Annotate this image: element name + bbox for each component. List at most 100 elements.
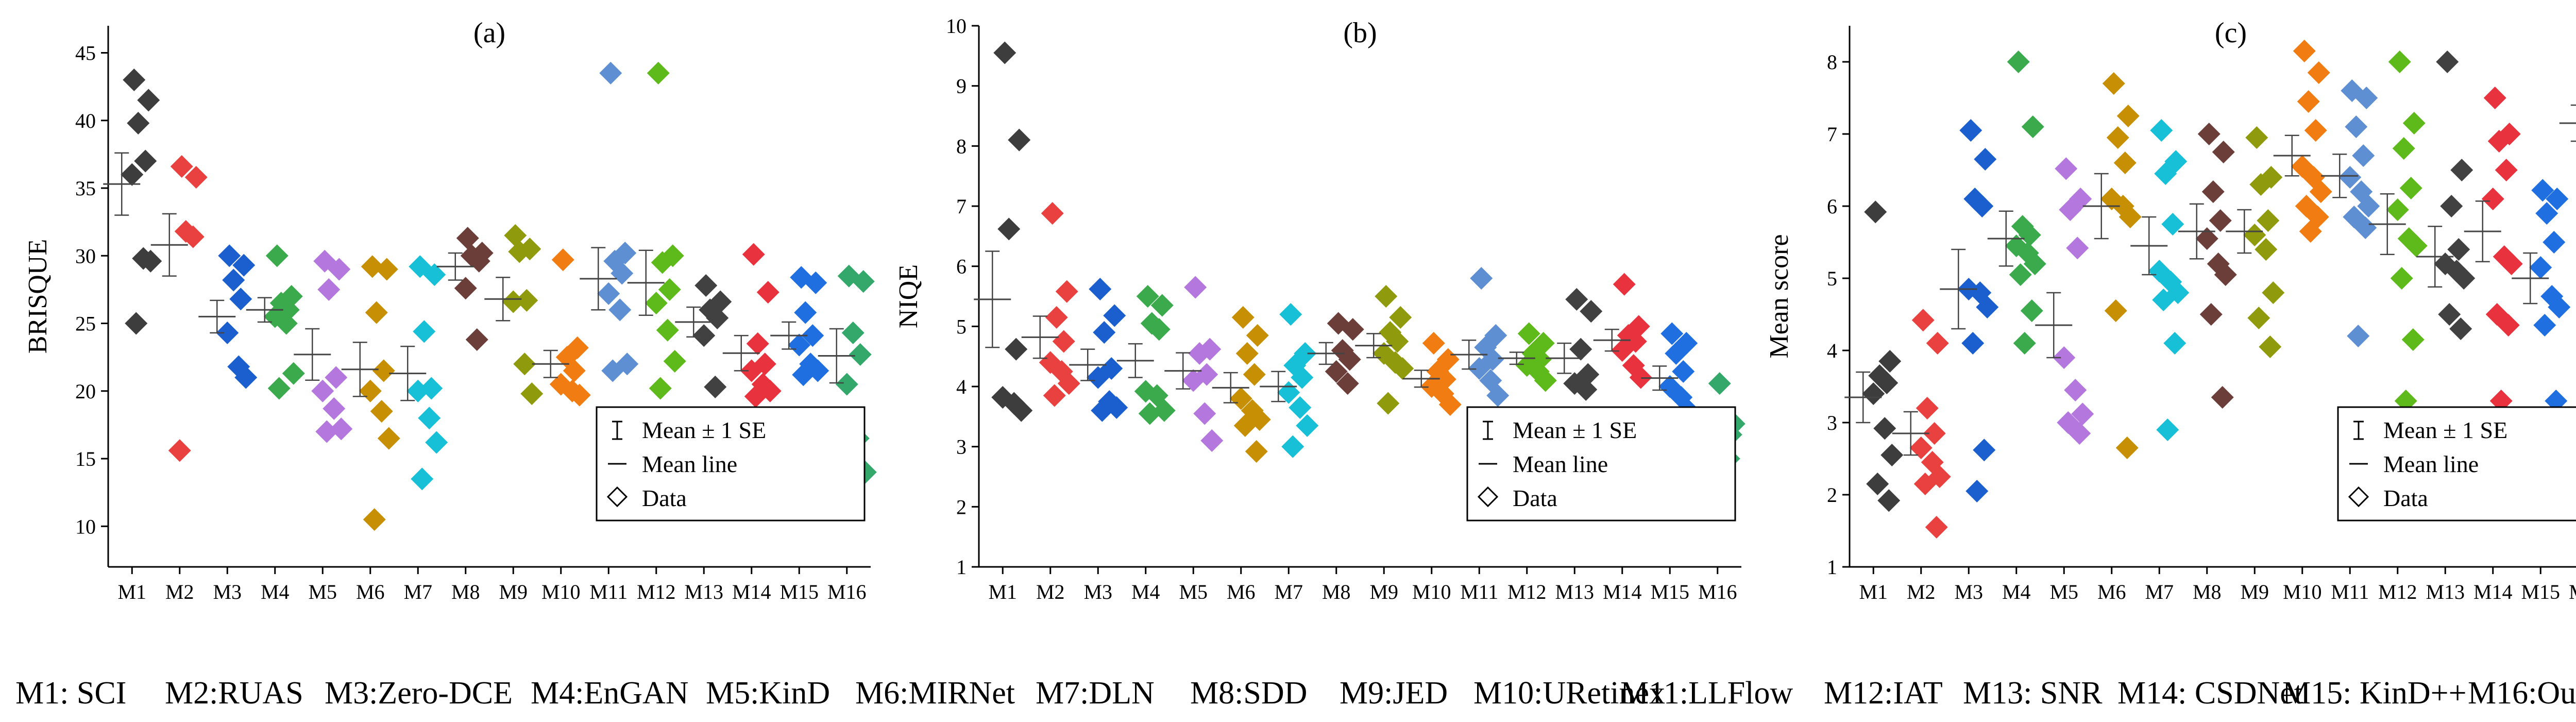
series-m1 [103, 69, 162, 335]
footer-label-m2: M2:RUAS [165, 676, 303, 711]
data-point [1470, 267, 1493, 290]
data-point [2243, 224, 2266, 246]
data-point [1041, 202, 1064, 225]
data-point [234, 366, 258, 389]
data-point [1279, 303, 1302, 326]
data-point [2257, 209, 2280, 232]
data-point [315, 420, 338, 443]
data-point [746, 332, 769, 355]
data-point [267, 377, 291, 400]
series-m11 [2321, 79, 2380, 347]
legend-data-icon [1477, 486, 1499, 508]
data-point [2495, 159, 2518, 181]
data-point [2399, 177, 2422, 199]
legend: Mean ± 1 SE Mean line Data [2337, 406, 2576, 522]
x-tick-label: M2 [1907, 580, 1936, 603]
y-tick-label: 2 [956, 495, 967, 518]
data-point [1055, 280, 1078, 303]
data-point [139, 249, 162, 273]
data-point [1386, 330, 1409, 353]
data-point [2020, 299, 2043, 322]
x-tick-label: M7 [1274, 580, 1303, 603]
data-point [515, 289, 538, 312]
x-tick-label: M8 [2193, 580, 2222, 603]
data-point [2352, 144, 2375, 167]
data-point [792, 363, 815, 387]
data-point [137, 89, 160, 112]
y-tick-label: 6 [956, 255, 967, 278]
footer-label-m4: M4:EnGAN [531, 676, 689, 711]
x-tick-label: M3 [1083, 580, 1112, 603]
data-point [1296, 414, 1319, 437]
x-tick-label: M16 [827, 580, 867, 603]
data-point [1665, 342, 1688, 365]
x-tick-label: M6 [2097, 580, 2126, 603]
x-tick-label: M12 [637, 580, 676, 603]
x-tick-label: M3 [1954, 580, 1983, 603]
data-point [2357, 195, 2380, 217]
legend: Mean ± 1 SE Mean line Data [596, 406, 866, 522]
data-point [651, 251, 674, 274]
data-point [2102, 72, 2125, 95]
series-m7 [1260, 303, 1319, 458]
series-m4 [246, 244, 305, 400]
data-point [1235, 342, 1259, 365]
data-point [1974, 148, 1997, 171]
x-tick-label: M15 [1650, 580, 1689, 603]
data-point [1565, 288, 1588, 311]
x-tick-label: M11 [1460, 580, 1498, 603]
data-point [170, 155, 193, 178]
legend-label: Data [1513, 485, 1557, 511]
data-point [993, 41, 1016, 64]
method-legend-footer: M1: SCI M2:RUAS M3:Zero-DCE M4:EnGAN M5:… [0, 670, 2576, 716]
series-m5 [294, 249, 353, 443]
data-point [1341, 318, 1364, 341]
x-tick-label: M10 [541, 580, 581, 603]
data-point [2113, 152, 2137, 174]
legend-box [1466, 406, 1736, 522]
y-tick-label: 5 [956, 315, 967, 338]
data-point [1188, 342, 1211, 365]
x-tick-label: M11 [2331, 580, 2369, 603]
data-point [2481, 188, 2504, 210]
footer-label-m10: M10:URetinex [1473, 676, 1665, 711]
footer-label-m5: M5:KinD [706, 676, 831, 711]
data-point [361, 255, 384, 278]
data-point [1325, 360, 1348, 383]
data-point [413, 320, 436, 343]
data-point [1708, 372, 1731, 395]
data-point [2156, 418, 2179, 441]
x-tick-label: M5 [1179, 580, 1208, 603]
data-point [1336, 372, 1359, 395]
series-m7 [389, 255, 448, 491]
data-point [2214, 263, 2237, 286]
legend-label: Mean line [1513, 451, 1608, 477]
data-point [1103, 304, 1126, 327]
data-point [2304, 119, 2327, 142]
x-tick-label: M1 [988, 580, 1017, 603]
series-m14 [722, 243, 782, 408]
data-point [1245, 440, 1268, 463]
x-tick-label: M6 [356, 580, 385, 603]
data-point [599, 61, 622, 85]
data-point [1926, 332, 1949, 355]
data-point [323, 397, 346, 420]
x-tick-label: M7 [2145, 580, 2174, 603]
y-tick-label: 4 [1827, 339, 1837, 362]
data-point [2023, 253, 2046, 275]
x-tick-label: M14 [1603, 580, 1642, 603]
data-point [2255, 238, 2278, 261]
data-point [647, 61, 670, 85]
legend-label: Data [2383, 485, 2428, 511]
data-point [520, 382, 544, 405]
data-point [1091, 399, 1114, 422]
y-tick-label: 1 [1827, 556, 1837, 579]
chart-panel-b: (b) NIQE 1 2 3 4 5 6 7 8 9 10 M1 M2 M3 M4 M5 M6 M7 M8 M9 M10 M… [894, 14, 1745, 603]
data-point [601, 359, 624, 382]
data-point [1569, 338, 1592, 361]
series-m14 [2464, 87, 2523, 412]
data-point [1389, 306, 1412, 329]
data-point [744, 385, 767, 408]
x-tick-label: M2 [165, 580, 194, 603]
data-point [1973, 439, 1996, 462]
